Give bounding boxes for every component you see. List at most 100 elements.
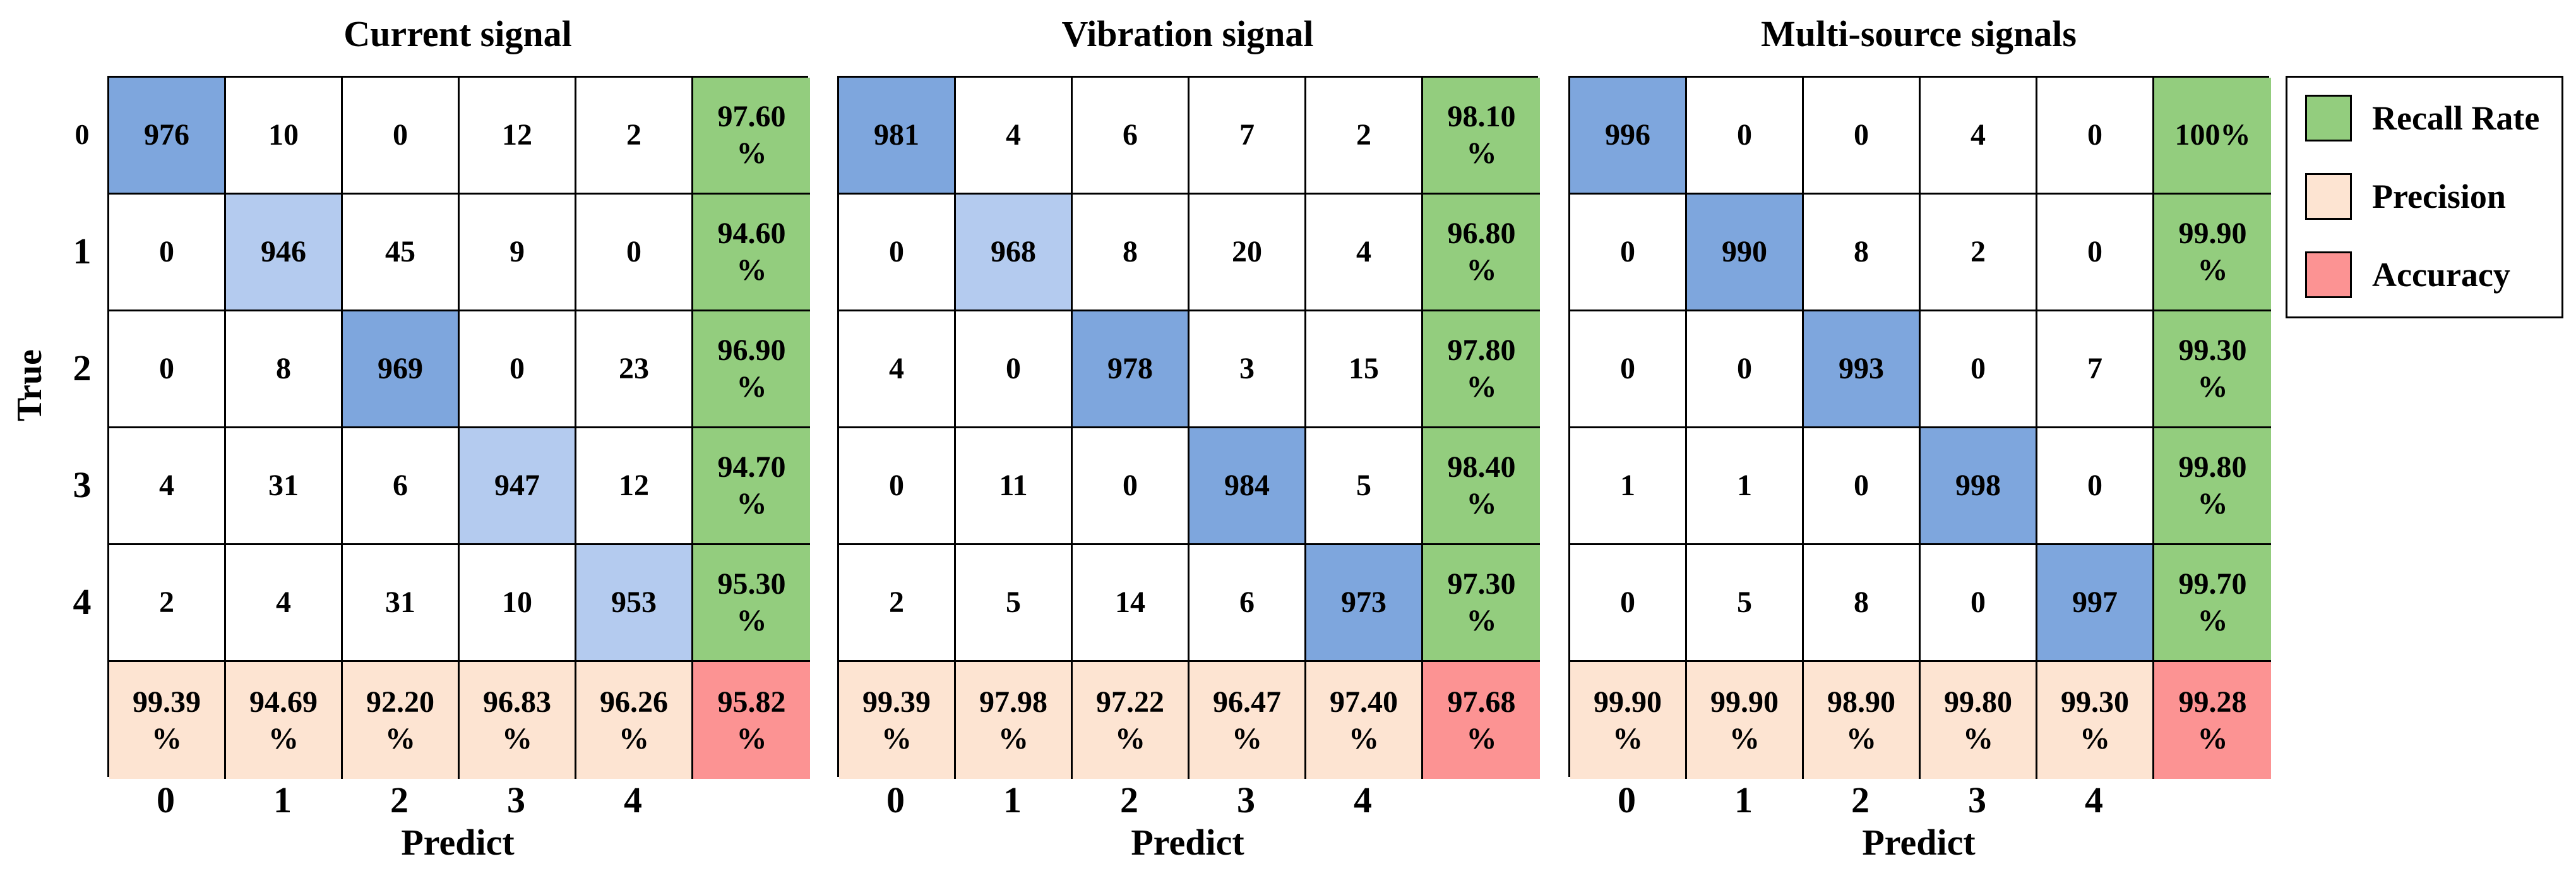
x-axis-label: Predict bbox=[1862, 822, 1976, 863]
precision-cell: 97.40 % bbox=[1306, 662, 1423, 779]
matrix-cell: 2 bbox=[839, 545, 956, 662]
x-axis-label: Predict bbox=[1131, 822, 1244, 863]
x-tick-label: 2 bbox=[1120, 779, 1138, 821]
recall-cell: 97.60 % bbox=[693, 78, 810, 195]
precision-cell: 99.80 % bbox=[1921, 662, 2037, 779]
diagonal-cell: 976 bbox=[109, 78, 226, 195]
matrix-cell: 20 bbox=[1190, 195, 1306, 311]
x-tick-label: 4 bbox=[2085, 779, 2103, 821]
diagonal-cell: 996 bbox=[1570, 78, 1687, 195]
recall-cell: 98.40 % bbox=[1423, 428, 1540, 545]
matrix-cell: 8 bbox=[1073, 195, 1190, 311]
precision-cell: 99.30 % bbox=[2037, 662, 2154, 779]
matrix-cell: 4 bbox=[226, 545, 343, 662]
diagonal-cell: 998 bbox=[1921, 428, 2037, 545]
precision-cell: 99.39 % bbox=[109, 662, 226, 779]
matrix-cell: 7 bbox=[1190, 78, 1306, 195]
precision-cell: 98.90 % bbox=[1804, 662, 1921, 779]
legend-swatch bbox=[2305, 173, 2352, 220]
matrix-cell: 45 bbox=[343, 195, 460, 311]
matrix-cell: 0 bbox=[109, 311, 226, 428]
matrix-cell: 7 bbox=[2037, 311, 2154, 428]
matrix-cell: 6 bbox=[1190, 545, 1306, 662]
legend-item: Recall Rate bbox=[2305, 79, 2561, 157]
x-axis-ticks: 0 1 2 3 4 bbox=[1568, 778, 2269, 822]
confusion-panel-vibration: Vibration signal 981 4 6 7 2 98.10 % 0 968 8 20 4 9… bbox=[837, 0, 1540, 878]
matrix-cell: 31 bbox=[343, 545, 460, 662]
matrix-cell: 4 bbox=[109, 428, 226, 545]
confusion-panel-current: Current signal 976 10 0 12 2 97.60 % 0 946 45 9 0 9… bbox=[107, 0, 810, 878]
matrix-cell: 0 bbox=[1570, 311, 1687, 428]
matrix-cell: 14 bbox=[1073, 545, 1190, 662]
recall-cell: 99.30 % bbox=[2154, 311, 2271, 428]
matrix-cell: 8 bbox=[226, 311, 343, 428]
matrix-cell: 2 bbox=[109, 545, 226, 662]
y-axis-label-text: True bbox=[10, 349, 49, 422]
x-tick-label: 0 bbox=[886, 779, 905, 821]
matrix-cell: 0 bbox=[2037, 428, 2154, 545]
recall-cell: 94.70 % bbox=[693, 428, 810, 545]
matrix-cell: 31 bbox=[226, 428, 343, 545]
matrix-cell: 8 bbox=[1804, 195, 1921, 311]
recall-cell: 99.80 % bbox=[2154, 428, 2271, 545]
matrix-cell: 4 bbox=[1921, 78, 2037, 195]
y-axis-label: True bbox=[8, 341, 52, 430]
matrix-cell: 0 bbox=[1073, 428, 1190, 545]
matrix-cell: 1 bbox=[1570, 428, 1687, 545]
diagonal-cell: 984 bbox=[1190, 428, 1306, 545]
matrix-cell: 6 bbox=[343, 428, 460, 545]
matrix-cell: 2 bbox=[1921, 195, 2037, 311]
matrix-cell: 4 bbox=[839, 311, 956, 428]
x-tick-label: 4 bbox=[624, 779, 642, 821]
matrix-cell: 0 bbox=[1921, 545, 2037, 662]
diagonal-cell: 968 bbox=[956, 195, 1073, 311]
legend-item: Accuracy bbox=[2305, 236, 2561, 314]
legend-label: Precision bbox=[2372, 177, 2506, 215]
matrix-cell: 6 bbox=[1073, 78, 1190, 195]
matrix-cell: 3 bbox=[1190, 311, 1306, 428]
x-tick-label: 1 bbox=[1734, 779, 1753, 821]
precision-cell: 99.90 % bbox=[1570, 662, 1687, 779]
matrix-cell: 11 bbox=[956, 428, 1073, 545]
panel-title: Current signal bbox=[343, 13, 572, 54]
x-tick-label: 0 bbox=[1618, 779, 1636, 821]
y-tick-label: 0 bbox=[75, 118, 90, 150]
diagonal-cell: 978 bbox=[1073, 311, 1190, 428]
matrix-cell: 5 bbox=[1687, 545, 1804, 662]
precision-cell: 96.26 % bbox=[576, 662, 693, 779]
confusion-grid: 976 10 0 12 2 97.60 % 0 946 45 9 0 94.60 % 0 8 969 0 23 9… bbox=[107, 76, 810, 779]
precision-cell: 96.47 % bbox=[1190, 662, 1306, 779]
confusion-grid: 981 4 6 7 2 98.10 % 0 968 8 20 4 96.80 % 4 0 978 3 15 97.… bbox=[837, 76, 1540, 779]
matrix-cell: 5 bbox=[956, 545, 1073, 662]
matrix-cell: 12 bbox=[576, 428, 693, 545]
confusion-panel-multisource: Multi-source signals 996 0 0 4 0 100% 0 990 8 2 0 9… bbox=[1568, 0, 2271, 878]
diagonal-cell: 969 bbox=[343, 311, 460, 428]
recall-cell: 96.90 % bbox=[693, 311, 810, 428]
recall-cell: 97.30 % bbox=[1423, 545, 1540, 662]
matrix-cell: 15 bbox=[1306, 311, 1423, 428]
matrix-cell: 23 bbox=[576, 311, 693, 428]
x-tick-label: 3 bbox=[507, 779, 525, 821]
matrix-cell: 0 bbox=[576, 195, 693, 311]
recall-cell: 99.90 % bbox=[2154, 195, 2271, 311]
matrix-cell: 5 bbox=[1306, 428, 1423, 545]
x-tick-label: 0 bbox=[157, 779, 175, 821]
matrix-cell: 2 bbox=[1306, 78, 1423, 195]
accuracy-cell: 95.82 % bbox=[693, 662, 810, 779]
precision-cell: 97.98 % bbox=[956, 662, 1073, 779]
x-tick-label: 2 bbox=[1851, 779, 1869, 821]
diagonal-cell: 973 bbox=[1306, 545, 1423, 662]
recall-cell: 94.60 % bbox=[693, 195, 810, 311]
matrix-cell: 4 bbox=[956, 78, 1073, 195]
y-tick-label: 4 bbox=[73, 581, 92, 622]
matrix-cell: 0 bbox=[839, 195, 956, 311]
panel-title: Multi-source signals bbox=[1761, 13, 2077, 54]
matrix-cell: 10 bbox=[460, 545, 576, 662]
legend-swatch bbox=[2305, 95, 2352, 141]
matrix-cell: 0 bbox=[2037, 78, 2154, 195]
diagonal-cell: 993 bbox=[1804, 311, 1921, 428]
y-tick-label: 3 bbox=[73, 464, 92, 505]
matrix-cell: 0 bbox=[343, 78, 460, 195]
matrix-cell: 0 bbox=[1570, 545, 1687, 662]
x-axis-label: Predict bbox=[401, 822, 515, 863]
